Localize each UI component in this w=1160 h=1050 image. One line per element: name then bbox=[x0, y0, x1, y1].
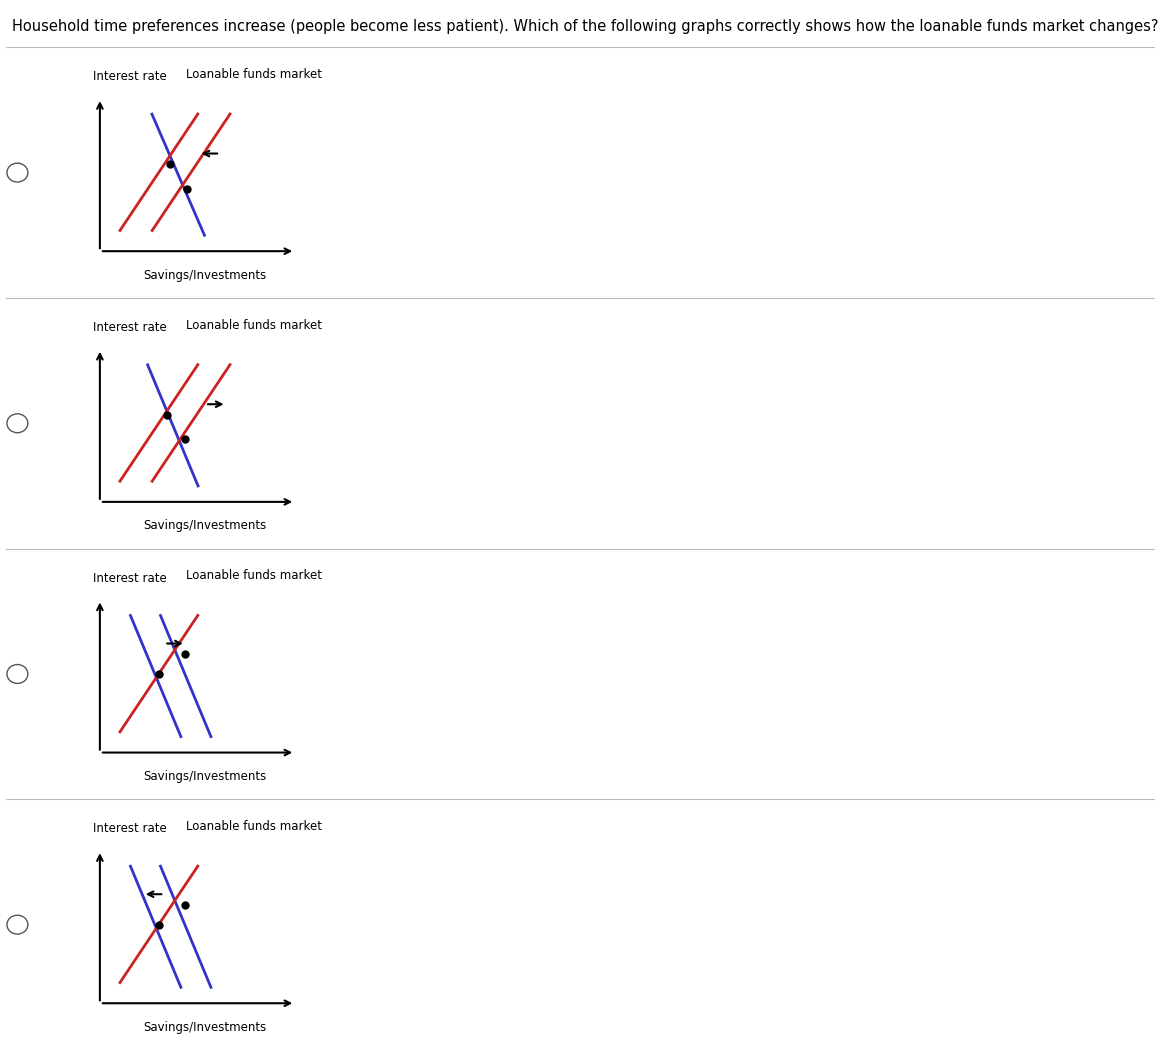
Text: Loanable funds market: Loanable funds market bbox=[186, 569, 321, 583]
Text: Loanable funds market: Loanable funds market bbox=[186, 319, 321, 332]
Text: Savings/Investments: Savings/Investments bbox=[144, 770, 267, 783]
Text: Savings/Investments: Savings/Investments bbox=[144, 520, 267, 532]
Text: Loanable funds market: Loanable funds market bbox=[186, 68, 321, 81]
Text: Interest rate: Interest rate bbox=[93, 321, 167, 334]
Text: Loanable funds market: Loanable funds market bbox=[186, 820, 321, 834]
Text: Savings/Investments: Savings/Investments bbox=[144, 269, 267, 281]
Text: Savings/Investments: Savings/Investments bbox=[144, 1021, 267, 1034]
Text: Interest rate: Interest rate bbox=[93, 70, 167, 83]
Text: Interest rate: Interest rate bbox=[93, 822, 167, 836]
Text: Household time preferences increase (people become less patient). Which of the f: Household time preferences increase (peo… bbox=[12, 19, 1158, 34]
Text: Interest rate: Interest rate bbox=[93, 571, 167, 585]
